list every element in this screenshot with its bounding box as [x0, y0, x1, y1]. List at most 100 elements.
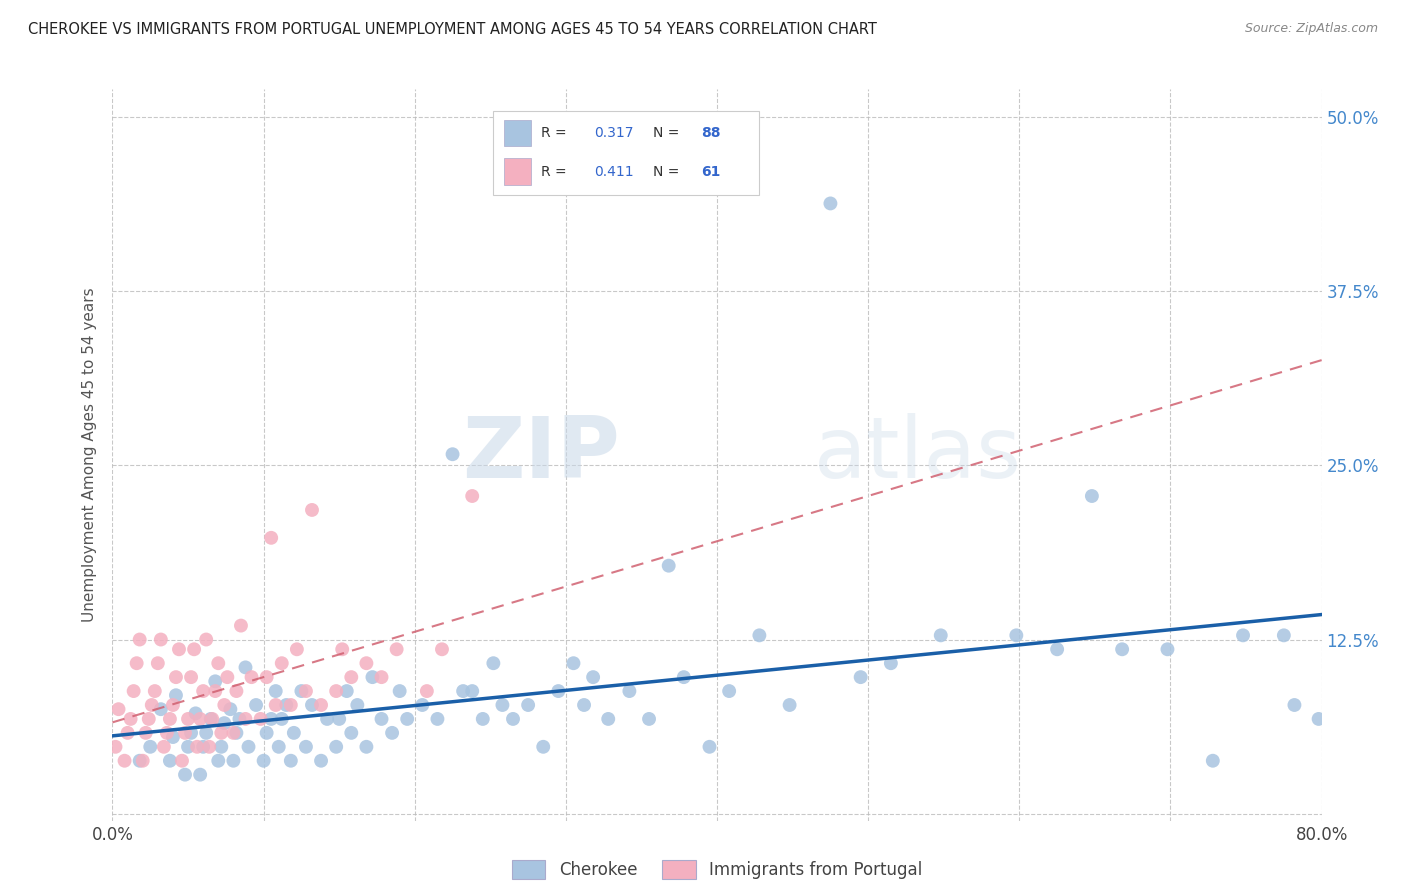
Point	[325, 739, 347, 754]
Point	[141, 698, 163, 712]
Text: R =: R =	[541, 165, 571, 178]
Point	[253, 754, 276, 768]
Point	[156, 726, 179, 740]
Point	[295, 739, 318, 754]
Point	[184, 706, 207, 721]
Point	[149, 632, 172, 647]
Point	[461, 489, 484, 503]
Y-axis label: Unemployment Among Ages 45 to 54 years: Unemployment Among Ages 45 to 54 years	[82, 287, 97, 623]
Point	[370, 670, 392, 684]
Point	[820, 196, 842, 211]
Point	[177, 712, 200, 726]
Point	[1308, 712, 1330, 726]
Point	[316, 712, 339, 726]
Text: 61: 61	[700, 165, 720, 178]
Point	[482, 657, 505, 671]
Point	[280, 698, 302, 712]
Point	[186, 739, 208, 754]
Text: atlas: atlas	[814, 413, 1022, 497]
Point	[217, 670, 239, 684]
Point	[295, 684, 318, 698]
Point	[191, 739, 214, 754]
Text: 0.411: 0.411	[595, 165, 634, 178]
Point	[346, 698, 368, 712]
Point	[114, 754, 136, 768]
Point	[388, 684, 411, 698]
Point	[214, 716, 236, 731]
Point	[396, 712, 419, 726]
Point	[225, 726, 247, 740]
Point	[170, 754, 193, 768]
Point	[180, 670, 202, 684]
Text: 88: 88	[700, 126, 720, 140]
Point	[174, 726, 197, 740]
Text: R =: R =	[541, 126, 571, 140]
Point	[301, 503, 323, 517]
Point	[430, 642, 453, 657]
Point	[128, 754, 150, 768]
Point	[165, 688, 187, 702]
Point	[260, 531, 283, 545]
Point	[267, 739, 290, 754]
Point	[301, 698, 323, 712]
Point	[416, 684, 439, 698]
Point	[207, 657, 229, 671]
Point	[117, 726, 139, 740]
Text: 0.317: 0.317	[595, 126, 634, 140]
Point	[531, 739, 554, 754]
Point	[270, 712, 292, 726]
Point	[451, 684, 474, 698]
Point	[209, 726, 232, 740]
Point	[256, 726, 278, 740]
Point	[309, 754, 332, 768]
Point	[336, 684, 359, 698]
Point	[143, 684, 166, 698]
Point	[264, 684, 287, 698]
Point	[598, 712, 620, 726]
Point	[381, 726, 404, 740]
Point	[340, 670, 363, 684]
Point	[165, 670, 187, 684]
Point	[491, 698, 513, 712]
Legend: Cherokee, Immigrants from Portugal: Cherokee, Immigrants from Portugal	[505, 853, 929, 886]
Point	[328, 712, 350, 726]
FancyBboxPatch shape	[503, 120, 530, 146]
Point	[718, 684, 741, 698]
Point	[260, 712, 283, 726]
Point	[153, 739, 176, 754]
Point	[177, 739, 200, 754]
Point	[849, 670, 872, 684]
Text: ZIP: ZIP	[463, 413, 620, 497]
Point	[159, 712, 181, 726]
Point	[748, 628, 770, 642]
Point	[1005, 628, 1028, 642]
Point	[1202, 754, 1225, 768]
Point	[461, 684, 484, 698]
Point	[572, 698, 595, 712]
Point	[547, 684, 569, 698]
Point	[340, 726, 363, 740]
Point	[1081, 489, 1104, 503]
Point	[245, 698, 267, 712]
Point	[699, 739, 721, 754]
Point	[209, 739, 232, 754]
Point	[222, 726, 245, 740]
Point	[1232, 628, 1254, 642]
Point	[139, 739, 162, 754]
Point	[356, 739, 378, 754]
Point	[285, 642, 308, 657]
Point	[309, 698, 332, 712]
Point	[188, 712, 211, 726]
Point	[228, 712, 250, 726]
Point	[204, 674, 226, 689]
Point	[658, 558, 681, 573]
Point	[128, 632, 150, 647]
Point	[207, 754, 229, 768]
Point	[929, 628, 952, 642]
Point	[235, 712, 257, 726]
Point	[276, 698, 298, 712]
Point	[264, 698, 287, 712]
Point	[256, 670, 278, 684]
Point	[441, 447, 464, 461]
Point	[167, 642, 190, 657]
